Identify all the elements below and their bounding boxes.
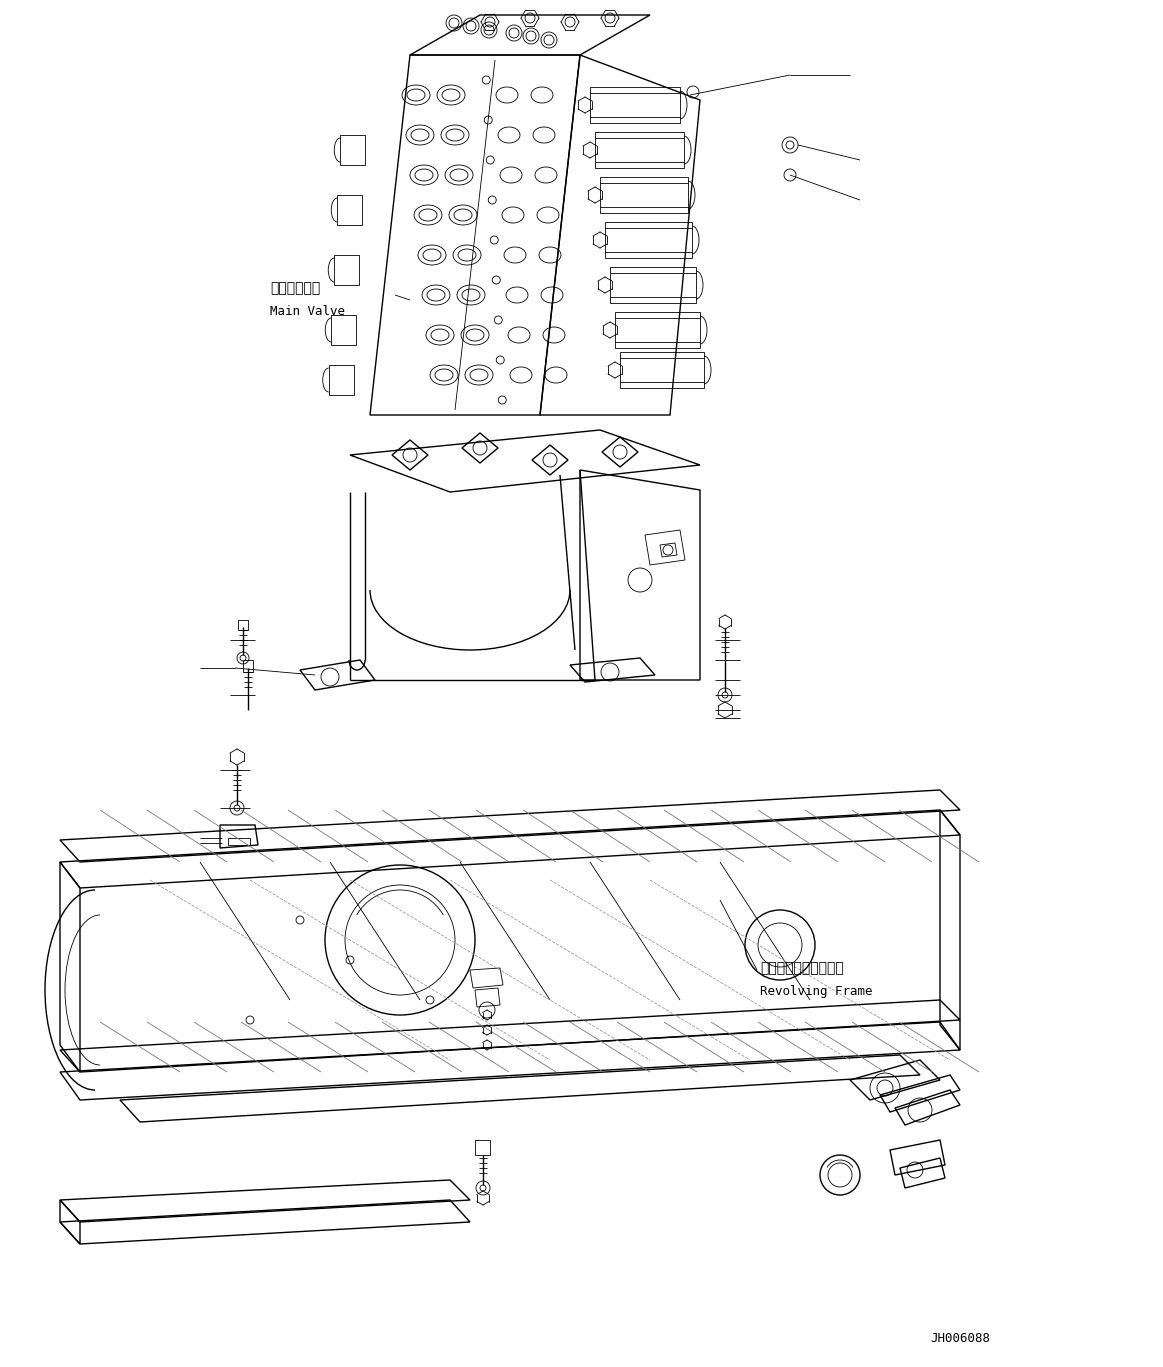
Text: JH006088: JH006088 — [930, 1331, 990, 1345]
Text: Main Valve: Main Valve — [270, 305, 345, 319]
Text: レボルビングフレーム: レボルビングフレーム — [759, 961, 843, 975]
Text: Revolving Frame: Revolving Frame — [759, 986, 872, 998]
Text: メインバルブ: メインバルブ — [270, 282, 320, 295]
